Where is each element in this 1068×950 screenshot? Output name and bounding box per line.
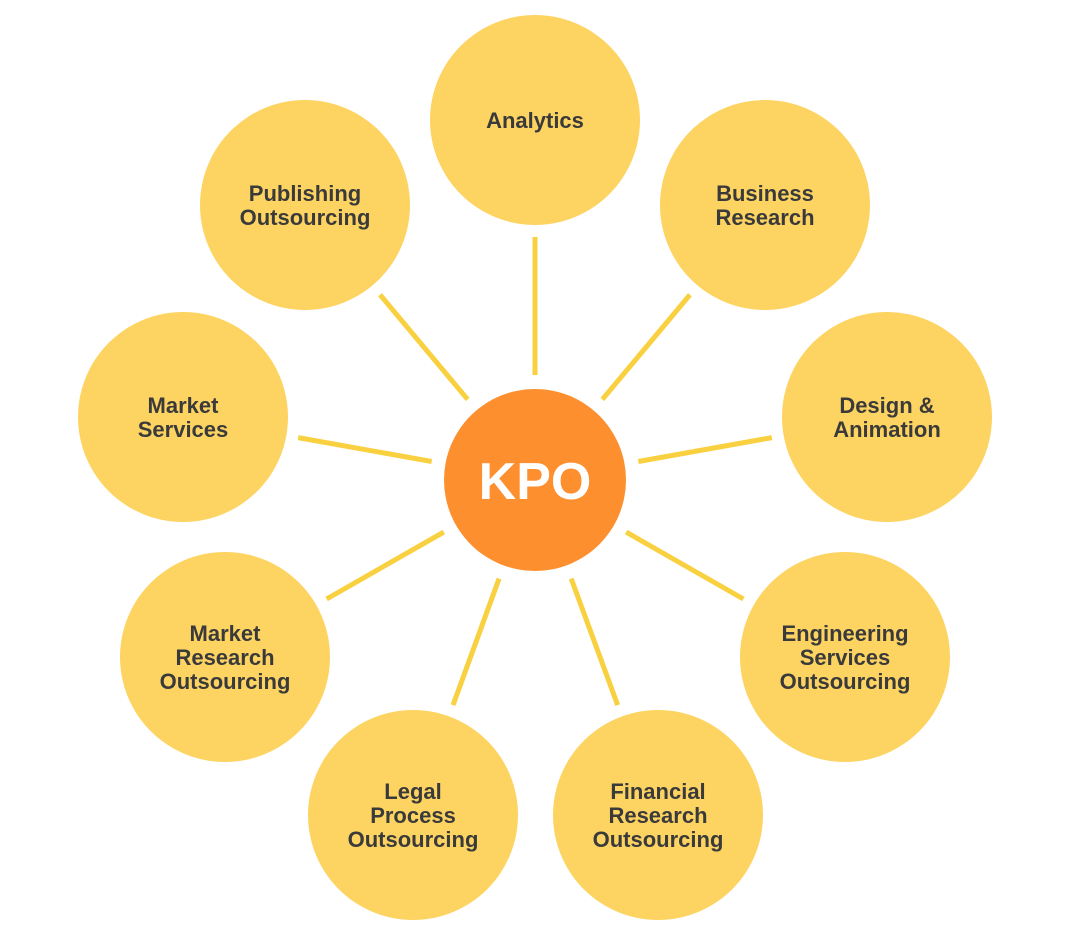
center-node: KPO	[444, 389, 626, 571]
connector-design-animation	[637, 435, 773, 464]
node-analytics: Analytics	[430, 15, 640, 225]
connector-legal-process-outsourcing	[450, 577, 502, 706]
connector-publishing-outsourcing	[378, 293, 470, 402]
node-label-line: Services	[800, 645, 891, 670]
node-circle-market-services	[78, 312, 288, 522]
node-label-line: Engineering	[781, 621, 908, 646]
node-circle-publishing-outsourcing	[200, 100, 410, 310]
connector-financial-research-outsourcing	[568, 577, 621, 707]
node-label-line: Legal	[384, 779, 441, 804]
node-label-line: Services	[138, 417, 229, 442]
node-financial-research-outsourcing: Financial Research Outsourcing	[553, 710, 763, 920]
node-label-line: Outsourcing	[780, 669, 911, 694]
node-market-research-outsourcing: Market Research Outsourcing	[120, 552, 330, 762]
node-circle-business-research	[660, 100, 870, 310]
node-label-market-research-outsourcing: Market Research Outsourcing	[160, 621, 291, 694]
node-circle-design-animation	[782, 312, 992, 522]
node-legal-process-outsourcing: Legal Process Outsourcing	[308, 710, 518, 920]
node-label-line: Animation	[833, 417, 941, 442]
node-label-design-animation: Design & Animation	[833, 393, 941, 442]
node-circle-market-research-outsourcing	[120, 552, 330, 762]
node-label-line: Market	[148, 393, 220, 418]
connector-engineering-services-outsourcing	[624, 529, 745, 602]
node-label-line: Outsourcing	[240, 205, 371, 230]
node-label-publishing-outsourcing: Publishing Outsourcing	[240, 181, 371, 230]
connector-market-research-outsourcing	[325, 529, 446, 602]
node-label-line: Outsourcing	[593, 827, 724, 852]
node-label-analytics: Analytics	[486, 108, 584, 133]
node-label-engineering-services-outsourcing: Engineering Services Outsourcing	[780, 621, 911, 694]
node-label-line: Research	[608, 803, 707, 828]
node-label-line: Analytics	[486, 108, 584, 133]
node-label-line: Business	[716, 181, 814, 206]
connector-market-services	[297, 435, 433, 464]
node-label-line: Market	[190, 621, 262, 646]
node-engineering-services-outsourcing: Engineering Services Outsourcing	[740, 552, 950, 762]
connectors	[297, 237, 773, 707]
center-label: KPO	[479, 453, 592, 511]
connector-business-research	[600, 293, 692, 402]
node-label-line: Research	[715, 205, 814, 230]
node-label-line: Outsourcing	[160, 669, 291, 694]
node-label-line: Publishing	[249, 181, 361, 206]
node-label-line: Design &	[839, 393, 934, 418]
node-label-financial-research-outsourcing: Financial Research Outsourcing	[593, 779, 724, 852]
node-circle-legal-process-outsourcing	[308, 710, 518, 920]
node-circle-analytics	[430, 15, 640, 225]
node-circle-financial-research-outsourcing	[553, 710, 763, 920]
node-label-line: Research	[175, 645, 274, 670]
node-label-line: Financial	[610, 779, 705, 804]
center-circle	[444, 389, 626, 571]
node-label-line: Outsourcing	[348, 827, 479, 852]
node-business-research: Business Research	[660, 100, 870, 310]
node-label-line: Process	[370, 803, 456, 828]
node-publishing-outsourcing: Publishing Outsourcing	[200, 100, 410, 310]
node-label-legal-process-outsourcing: Legal Process Outsourcing	[348, 779, 479, 852]
node-circle-engineering-services-outsourcing	[740, 552, 950, 762]
node-market-services: Market Services	[78, 312, 288, 522]
node-label-market-services: Market Services	[138, 393, 229, 442]
node-design-animation: Design & Animation	[782, 312, 992, 522]
node-label-business-research: Business Research	[715, 181, 814, 230]
